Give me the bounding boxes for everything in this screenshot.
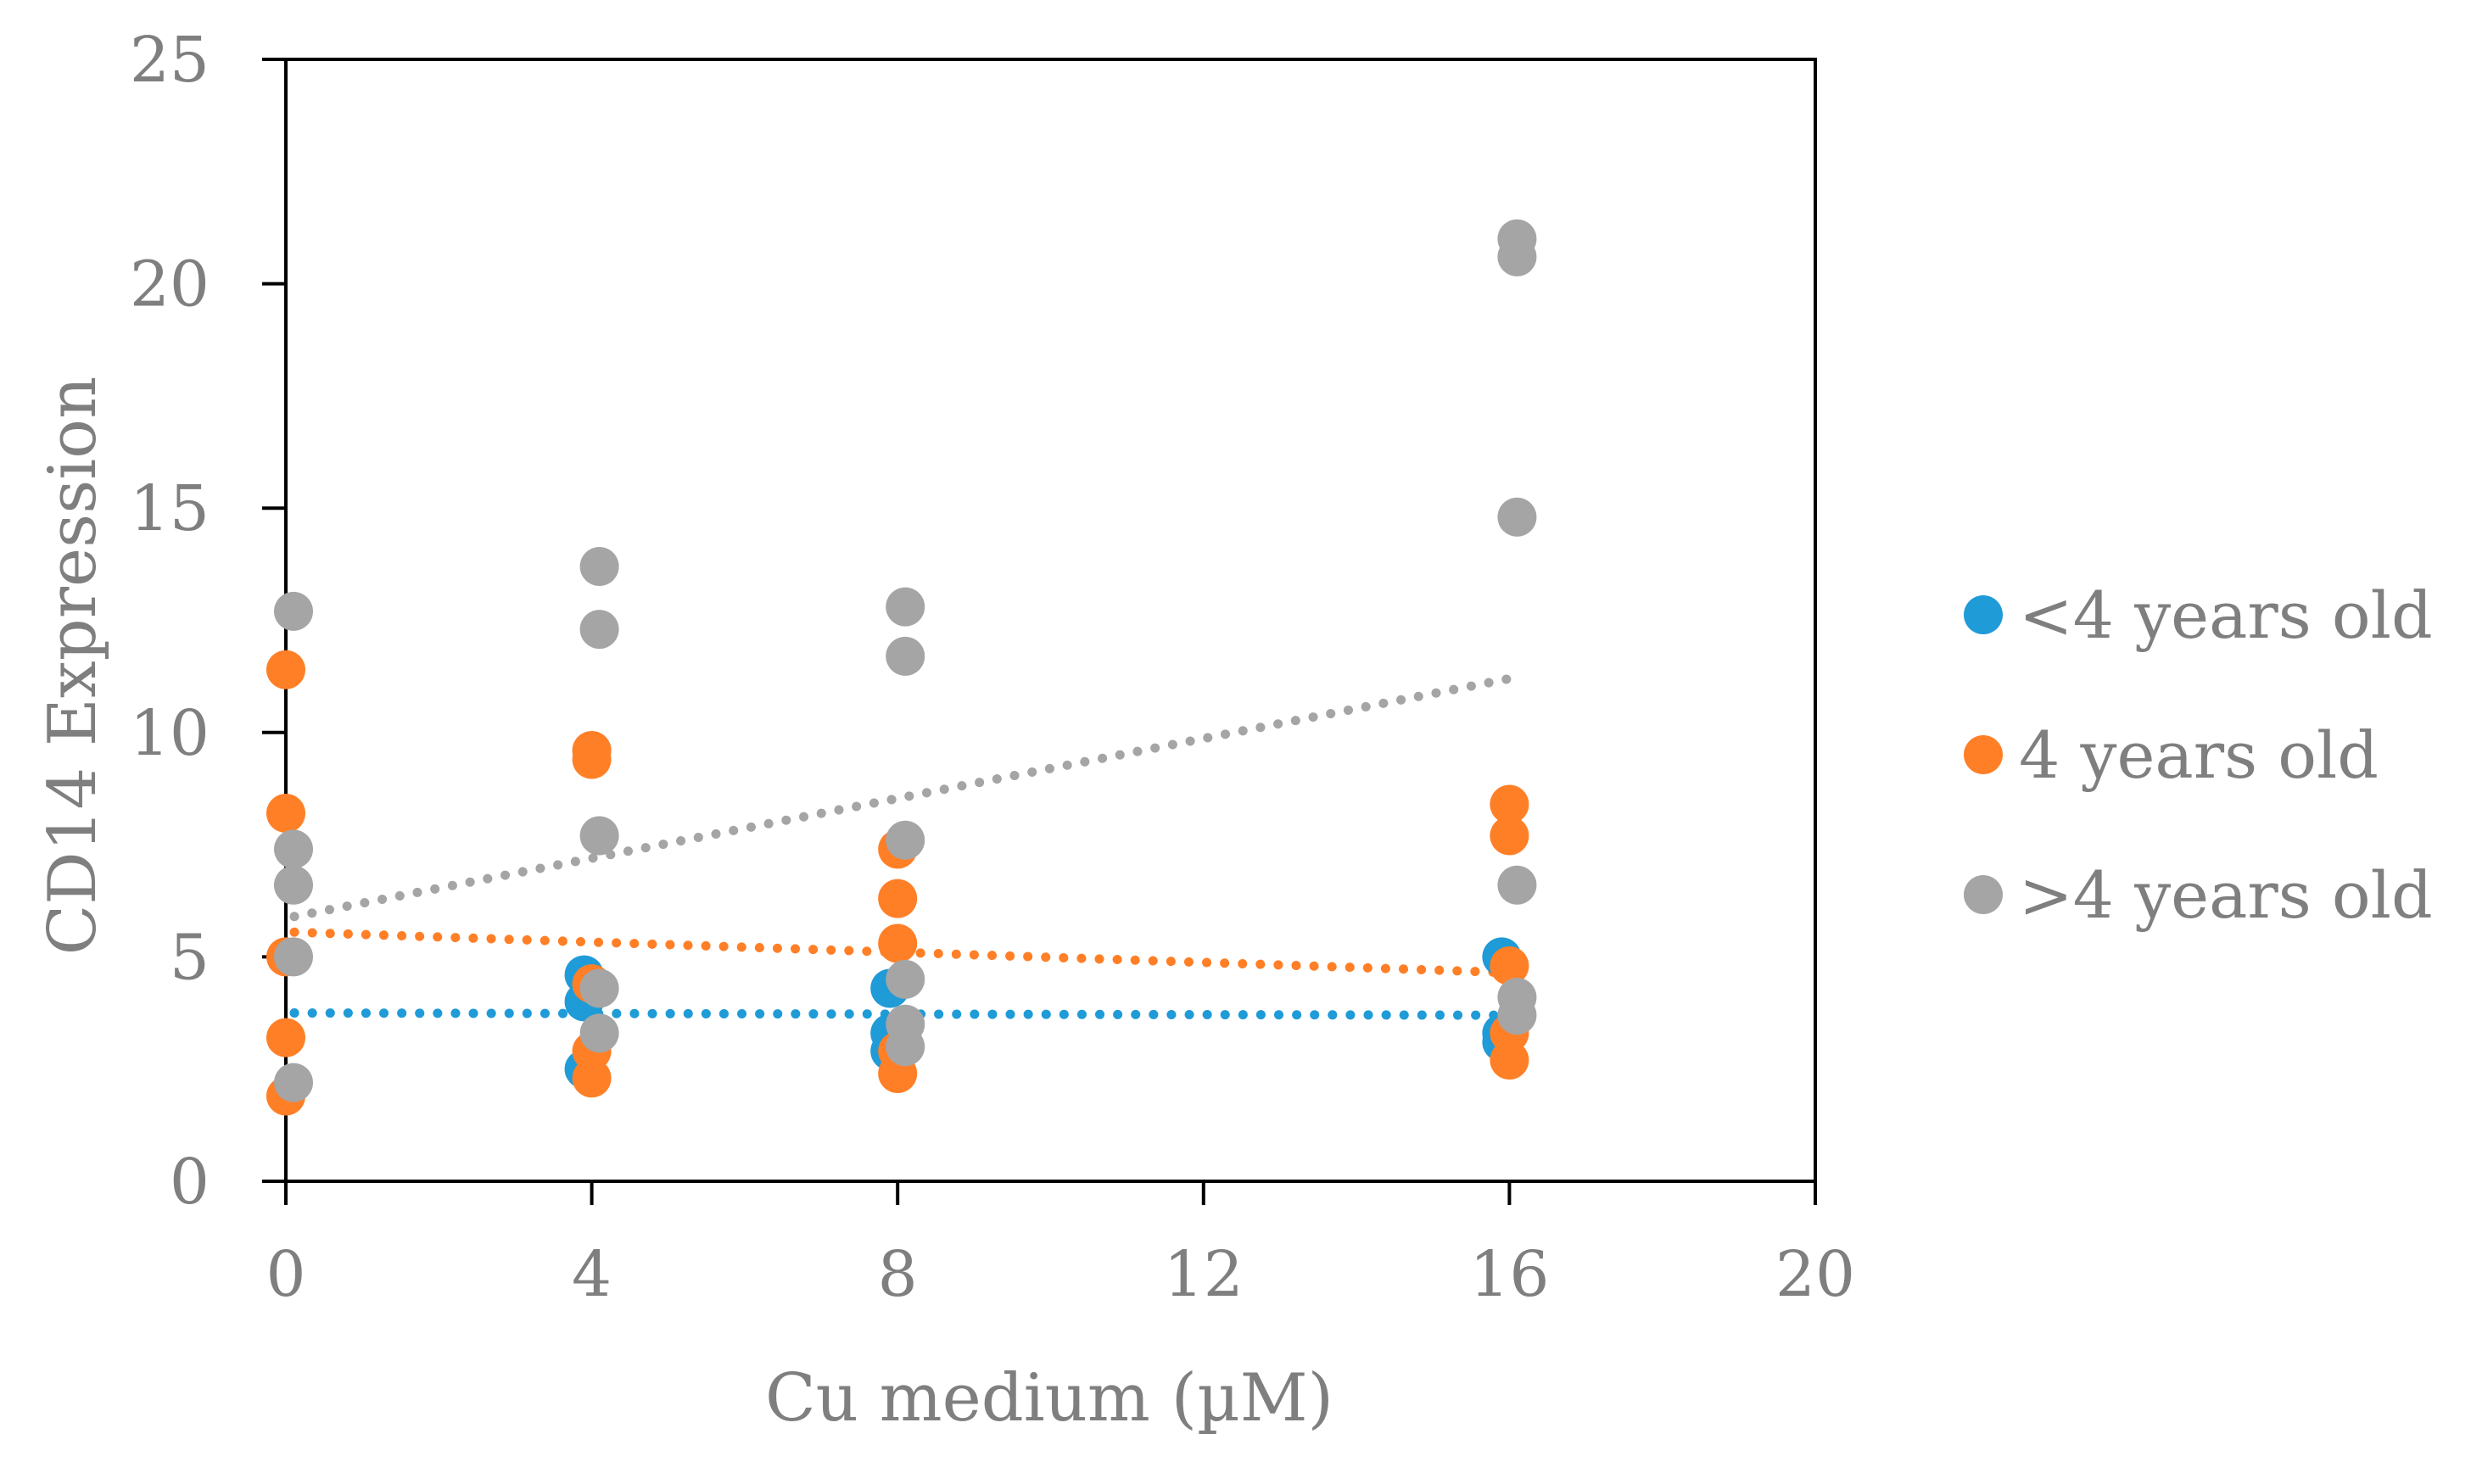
data-point: [274, 937, 314, 977]
x-tick-label: 8: [878, 1238, 918, 1311]
data-point: [886, 820, 925, 860]
data-point: [266, 794, 305, 834]
data-point: [1497, 237, 1537, 276]
legend-marker: [1964, 735, 2003, 774]
data-point: [1497, 996, 1537, 1035]
x-tick-label: 20: [1775, 1238, 1855, 1311]
data-point: [274, 865, 314, 905]
x-tick-label: 4: [572, 1238, 612, 1311]
data-point: [1490, 784, 1529, 824]
data-point: [886, 587, 925, 627]
tick-labels: 0 5 10 15 20 25 0 4 8 12 16 20: [130, 24, 1855, 1311]
data-point: [579, 968, 619, 1008]
y-tick-label: 25: [130, 24, 210, 97]
data-point: [579, 546, 619, 586]
y-tick-label: 20: [130, 248, 210, 321]
data-point: [274, 591, 314, 631]
legend: <4 years old 4 years old >4 years old: [1964, 577, 2433, 933]
data-point: [266, 650, 305, 689]
y-tick-label: 15: [130, 472, 210, 545]
legend-marker: [1964, 595, 2003, 634]
data-point: [266, 1018, 305, 1057]
data-point: [1490, 1040, 1529, 1080]
x-axis-title: Cu medium (µM): [765, 1360, 1333, 1437]
y-axis-title: CD14 Expression: [35, 377, 111, 956]
legend-marker: [1964, 875, 2003, 914]
data-point: [1490, 946, 1529, 985]
legend-label: <4 years old: [2019, 577, 2433, 653]
legend-label: 4 years old: [2019, 717, 2379, 793]
data-point: [1497, 865, 1537, 905]
x-tick-label: 0: [266, 1238, 305, 1311]
legend-label: >4 years old: [2019, 857, 2433, 933]
data-point: [579, 816, 619, 856]
x-tick-label: 16: [1469, 1238, 1549, 1311]
x-tick-label: 12: [1164, 1238, 1244, 1311]
data-point: [1490, 816, 1529, 856]
axes: [262, 58, 1817, 1205]
data-point: [579, 610, 619, 650]
data-point: [878, 879, 918, 918]
data-points: [266, 219, 1537, 1116]
data-point: [886, 636, 925, 676]
y-tick-label: 10: [130, 697, 210, 770]
data-point: [274, 829, 314, 869]
data-point: [579, 1013, 619, 1053]
data-point: [572, 1058, 612, 1098]
y-tick-label: 0: [170, 1146, 210, 1219]
data-point: [886, 1027, 925, 1067]
data-point: [886, 959, 925, 999]
data-point: [572, 739, 612, 779]
data-point: [274, 1063, 314, 1102]
data-point: [1497, 497, 1537, 537]
y-tick-label: 5: [170, 921, 210, 994]
data-point: [878, 923, 918, 963]
